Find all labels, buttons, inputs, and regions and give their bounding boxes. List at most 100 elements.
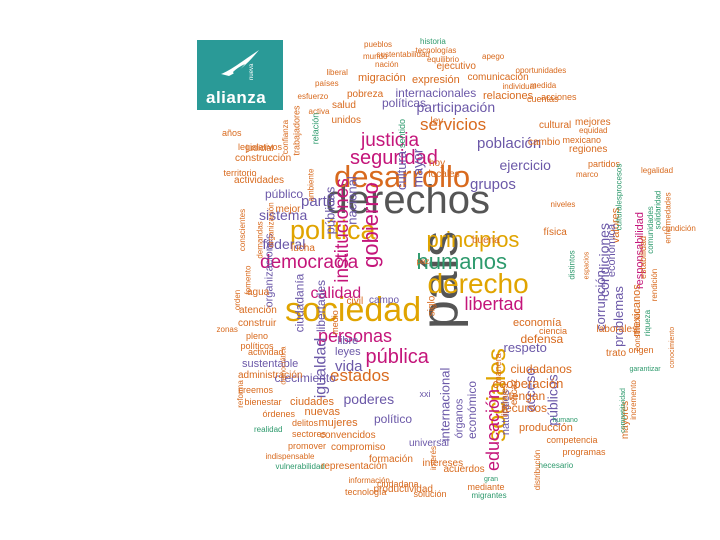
cloud-word: políticas [382,96,427,110]
cloud-word: hoy [429,158,446,169]
cloud-word: programas [562,446,606,457]
cloud-word: productividad [373,484,433,495]
cloud-word: mujeres [318,416,358,429]
cloud-word: ciudades [290,395,335,408]
cloud-word: pleno [246,330,269,341]
cloud-word: apego [482,52,505,61]
cloud-word: político [374,412,413,426]
cloud-word: económico [465,380,480,440]
bird-icon [221,50,259,76]
cloud-word: sustentabilidad [376,50,430,59]
cloud-word: órganos [453,398,466,438]
cloud-word: parte [301,192,336,210]
cloud-word: siglo [425,295,437,317]
cloud-word: niveles [550,200,576,209]
cloud-word: liberal [326,68,348,77]
cloud-word: distribución [533,449,543,491]
cloud-word: atención [239,305,277,316]
cloud-word: incremento [628,380,638,420]
cloud-word: nación [375,60,399,69]
cloud-word: indispensable [265,452,315,461]
cloud-word: constitución [633,308,643,352]
cloud-word: culturalesprocesos [613,163,623,231]
cloud-word: expresión [412,73,460,86]
cloud-word: estabilidad [637,235,648,279]
cloud-word: nuevas [304,405,340,418]
cloud-word: producción [519,421,573,434]
cloud-word: cooperación [492,375,564,391]
cloud-word: mexicano [562,134,602,145]
cloud-word: individual [502,82,536,91]
cloud-word: fomento [242,265,252,295]
cloud-word: recursos [501,401,548,415]
cloud-word: esfuerzo [297,92,329,101]
cloud-word: internacional [437,367,453,441]
cloud-word: ejecutivo [436,61,476,72]
cloud-word: seguridad [350,147,438,169]
cloud-word: trato [606,348,627,359]
cloud-word: historia [420,37,446,46]
cloud-word: libre [337,334,359,347]
cloud-word: conocimiento [668,326,676,368]
cloud-word: humano [552,416,578,424]
cloud-word: competitividad [619,387,627,433]
cloud-word: ejercicio [499,157,551,173]
cloud-word: países [315,79,339,88]
cloud-word: buena [472,235,500,246]
cloud-word: origen [628,344,654,355]
cloud-word: estados [330,365,390,385]
cloud-word: internacionales [395,86,477,100]
cloud-word: xxi [419,388,431,399]
cloud-word: eficaz [509,378,521,406]
cloud-word: gobierno [357,182,383,268]
cloud-word: corrupción [592,269,608,331]
cloud-word: sustentable [242,357,299,370]
cloud-word: derechos [325,178,491,222]
cloud-word: oportunidades [515,66,567,75]
cloud-word: políticos [240,340,274,351]
cloud-word: civil [346,296,364,307]
cloud-word: tecnología [345,486,387,497]
cloud-word: compromiso [331,442,386,453]
cloud-word: igualdad [311,337,329,399]
cloud-word: garantizar [629,365,661,373]
cloud-word: federal [262,236,306,252]
cloud-word: campo [369,295,400,306]
cloud-word: intereses [422,458,464,469]
cloud-word: principios [426,227,520,252]
cloud-word: poderes [343,391,395,407]
cloud-word: organización [266,202,276,248]
cloud-word: confianza [281,119,291,155]
cloud-word: física [543,227,567,238]
cloud-word: tecnologías [415,46,457,55]
cloud-word: participación [416,99,496,115]
cloud-word: públicas [322,186,338,234]
cloud-word: humanos [416,249,508,274]
cloud-word: zonas [216,325,238,334]
cloud-word: agua [247,287,270,298]
cloud-word: ciudadana [377,478,419,489]
cloud-word: problemas [610,285,626,347]
cloud-word: construcción [235,153,292,164]
cloud-word: público [265,187,304,201]
cloud-word: información [348,476,390,485]
cloud-word: leyes [335,345,361,358]
cloud-word: judicial [246,142,274,153]
cloud-word: lucha [291,243,315,254]
cloud-word: económica [605,223,618,277]
cloud-word: espacios [583,251,591,279]
cloud-word: distintos [567,250,577,280]
cloud-word: relación [310,112,321,144]
cloud-word: desarrollo [334,158,471,194]
cloud-word: representación [321,461,388,472]
cloud-word: sistema [259,207,308,223]
cloud-word: cambio [528,137,561,148]
cloud-word: años [222,127,242,138]
cloud-word: sentido [396,118,407,148]
cloud-word: pobreza [347,89,384,100]
cloud-word: medio [329,309,340,335]
cloud-word: pueblos [364,40,393,49]
cloud-word: solución [413,488,447,499]
cloud-word: ambiente [305,168,315,202]
cloud-word: enfermedades [663,192,673,244]
